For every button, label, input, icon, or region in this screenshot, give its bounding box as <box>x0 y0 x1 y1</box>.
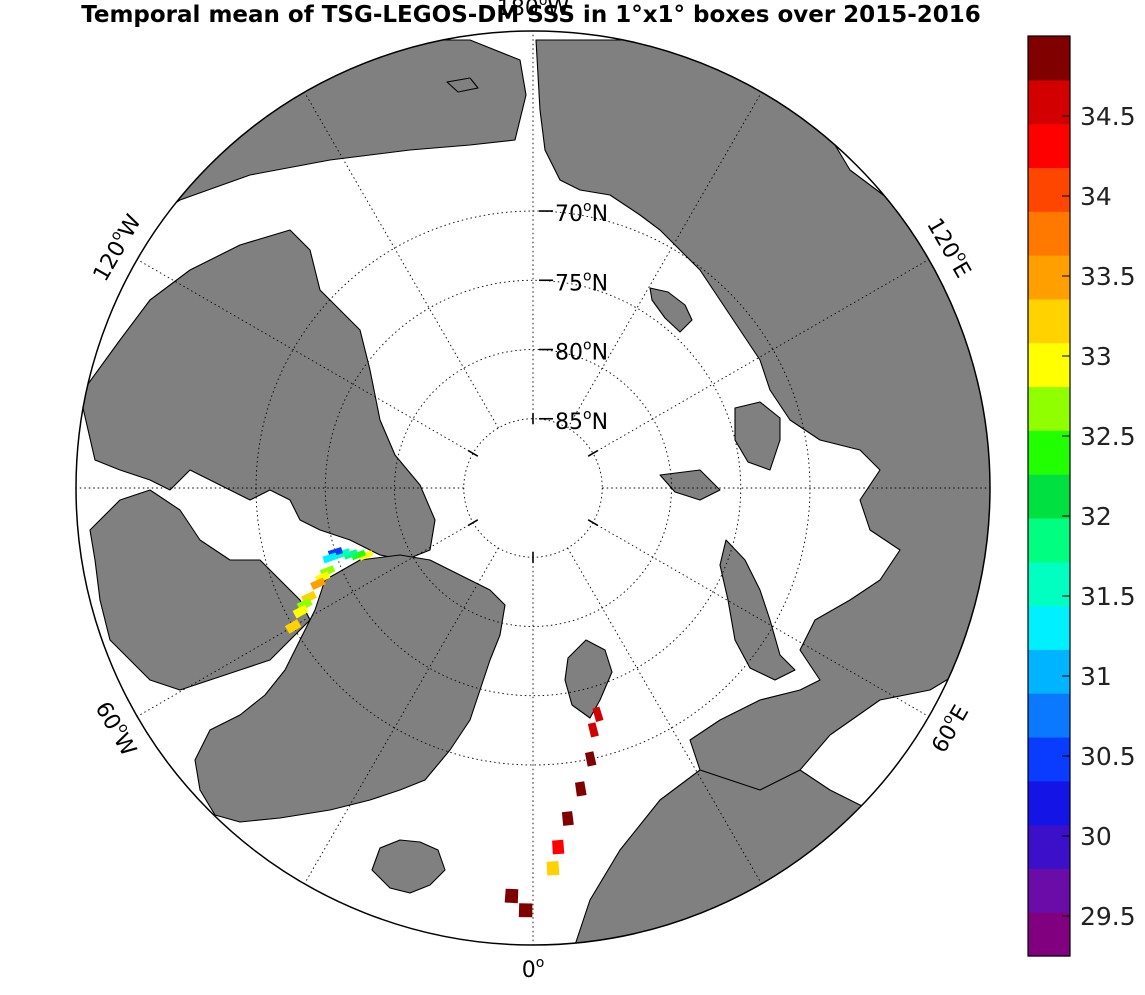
colorbar-block <box>1028 824 1070 869</box>
graticule <box>76 31 990 945</box>
latitude-unit: N <box>592 202 608 227</box>
sss-cell <box>284 619 302 634</box>
longitude-label-text: 180oW <box>497 0 570 21</box>
degree-mark: o <box>583 407 592 423</box>
latitude-unit: N <box>592 410 608 435</box>
colorbar-tick-label: 31.5 <box>1080 582 1136 611</box>
land-iceland <box>371 839 446 894</box>
latitude-unit: N <box>592 341 608 366</box>
land-svalbard <box>564 639 613 719</box>
meridian-tick <box>587 519 599 527</box>
colorbar-tick-labels: 29.5 30 30.5 31 31.5 32 32.5 33 33.5 34 34.5 <box>1062 102 1136 931</box>
latitude-labels: 70oN 75oN 80oN 85oN <box>539 199 608 435</box>
colorbar-tick-label: 32.5 <box>1080 422 1136 451</box>
colorbar-block <box>1028 386 1070 431</box>
degree-mark: o <box>583 268 592 284</box>
degree-mark: o <box>583 199 592 215</box>
land-greenland <box>194 554 506 823</box>
longitude-unit: W <box>547 0 569 21</box>
sss-cell <box>546 861 560 876</box>
colorbar-block <box>1028 605 1070 650</box>
sss-cell <box>592 706 604 722</box>
land-baffin-island <box>89 489 311 691</box>
colorbar-block <box>1028 123 1070 169</box>
land-new-siberian <box>649 287 693 333</box>
sss-cell <box>358 550 374 561</box>
colorbar-tick-label: 29.5 <box>1080 902 1136 931</box>
colorbar-tick-label: 34.5 <box>1080 102 1136 131</box>
degree-mark: o <box>583 338 592 354</box>
latitude-unit: N <box>592 271 608 296</box>
colorbar-block <box>1028 912 1070 957</box>
sss-cell <box>587 722 599 738</box>
colorbar-block <box>1028 298 1070 344</box>
colorbar-block <box>1028 474 1070 519</box>
land-franz-josef <box>659 469 721 501</box>
meridian-tick <box>467 519 479 527</box>
colorbar-block <box>1028 736 1070 782</box>
land-novaya-zemlya <box>719 539 796 681</box>
colorbar-block <box>1028 430 1070 475</box>
colorbar-block <box>1028 79 1070 125</box>
colorbar-block <box>1028 342 1070 388</box>
sss-cell <box>552 839 565 855</box>
latitude-label: 70oN <box>555 199 608 227</box>
sss-cell <box>310 577 326 590</box>
colorbar-tick-label: 33.5 <box>1080 262 1136 291</box>
colorbar-frame <box>1027 35 1071 957</box>
land-wrangel <box>446 77 479 93</box>
land-masses <box>76 39 990 945</box>
colorbar-block <box>1028 255 1070 300</box>
sss-cell <box>575 781 587 797</box>
land-siberia <box>535 39 990 801</box>
latitude-label: 75oN <box>555 268 608 296</box>
sss-cell <box>322 552 338 564</box>
latitude-circle <box>324 279 742 697</box>
colorbar-tick-label: 30.5 <box>1080 742 1136 771</box>
sss-cell <box>585 751 597 767</box>
meridian-tick <box>587 449 599 457</box>
colorbar-block <box>1028 693 1070 738</box>
colorbar-block <box>1028 36 1070 81</box>
degree-mark: o <box>539 0 548 9</box>
longitude-label: 0o <box>522 955 545 983</box>
sss-cell <box>504 888 519 904</box>
colorbar-block <box>1028 211 1070 256</box>
sss-cell <box>350 549 366 561</box>
latitude-circle <box>394 349 672 627</box>
longitude-label: 180oW <box>497 0 570 21</box>
latitude-label: 80oN <box>555 338 608 366</box>
colorbar-tick-label: 32 <box>1080 502 1112 531</box>
longitude-unit: W <box>108 729 141 761</box>
colorbar-block <box>1028 561 1070 607</box>
colorbar-block <box>1028 167 1070 212</box>
sss-cell <box>335 548 351 559</box>
sss-cells <box>284 547 604 918</box>
colorbar-block <box>1028 517 1070 563</box>
land-severnaya-zemlya <box>734 401 781 471</box>
colorbar-blocks <box>1028 36 1070 957</box>
sss-cell <box>292 604 309 619</box>
colorbar-tick-label: 30 <box>1080 822 1112 851</box>
colorbar-tick-label: 34 <box>1080 182 1112 211</box>
sss-cell <box>343 549 359 560</box>
colorbar-block <box>1028 649 1070 694</box>
sss-cell <box>518 903 533 918</box>
longitude-label-text: 0o <box>522 955 545 983</box>
colorbar-block <box>1028 780 1070 826</box>
latitude-label: 85oN <box>555 407 608 435</box>
meridian-tick <box>467 449 479 457</box>
page-title: Temporal mean of TSG-LEGOS-DM SSS in 1°x… <box>81 2 981 28</box>
colorbar-tick-label: 33 <box>1080 342 1112 371</box>
map-boundary <box>75 30 991 946</box>
colorbar-tick-label: 31 <box>1080 662 1112 691</box>
degree-mark: o <box>536 955 545 971</box>
longitude-unit: E <box>947 258 976 283</box>
sss-cell <box>561 811 574 826</box>
colorbar-block <box>1028 868 1070 913</box>
